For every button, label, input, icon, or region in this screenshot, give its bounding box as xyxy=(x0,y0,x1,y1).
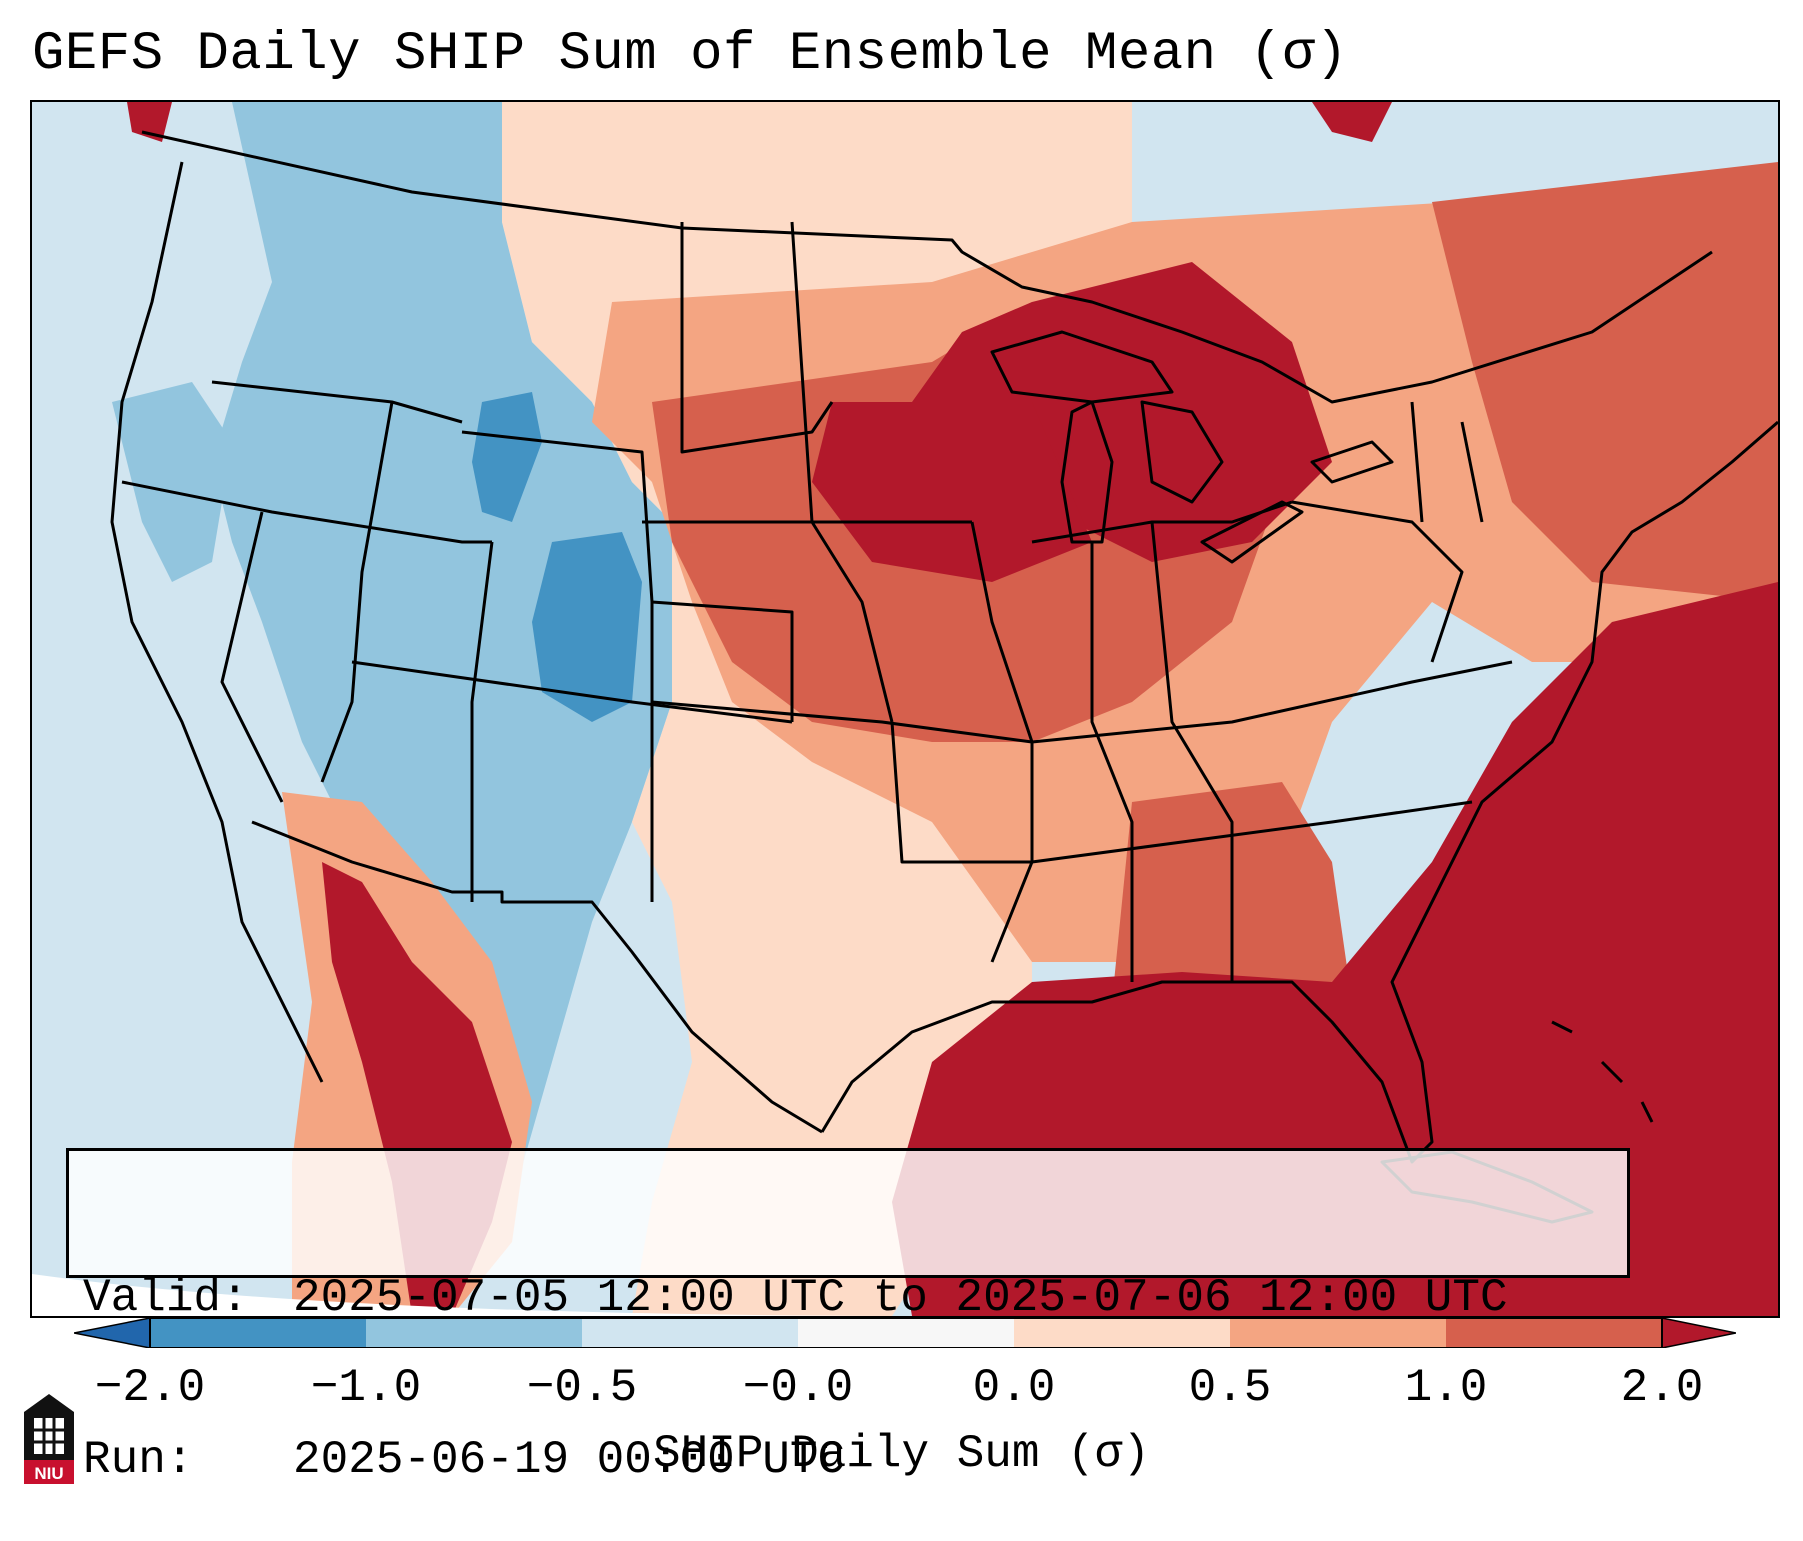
boundaries xyxy=(110,130,1778,1224)
valid-value: 2025-07-05 12:00 UTC to 2025-07-06 12:00… xyxy=(293,1272,1508,1324)
colorbar-bin-3 xyxy=(582,1318,798,1348)
wyoming-strong-negative xyxy=(472,392,542,522)
tick-label: 1.0 xyxy=(1404,1362,1488,1414)
lake-huron xyxy=(1140,400,1224,504)
tick-label: −0.5 xyxy=(526,1362,638,1414)
lake-ontario xyxy=(1310,440,1394,484)
colorbar-bin-4 xyxy=(798,1318,1014,1348)
hudson-max xyxy=(1312,102,1392,142)
valid-line: Valid: 2025-07-05 12:00 UTC to 2025-07-06… xyxy=(83,1271,1613,1325)
chart-title: GEFS Daily SHIP Sum of Ensemble Mean (σ) xyxy=(32,24,1349,85)
colorbar-bin-1 xyxy=(150,1318,366,1348)
run-line: Run: 2025-06-19 00:00 UTC xyxy=(83,1433,1613,1487)
rockies-negative-region xyxy=(212,102,672,1316)
lake-michigan xyxy=(1060,400,1114,544)
gulf-coast xyxy=(820,420,1778,1164)
colorbar-bin-6 xyxy=(1230,1318,1446,1348)
run-label: Run: xyxy=(83,1434,194,1486)
anomaly-map xyxy=(32,102,1778,1316)
lake-superior xyxy=(990,330,1174,404)
colorbar-bin-7 xyxy=(1446,1318,1662,1348)
gulf-atlantic-max xyxy=(892,582,1778,1316)
colorbar-ticks: −2.0 −1.0 −0.5 −0.0 0.0 0.5 1.0 2.0 xyxy=(0,1362,1803,1422)
west-coast xyxy=(110,161,324,1083)
valid-label: Valid: xyxy=(83,1272,249,1324)
validity-info-box: Valid: 2025-07-05 12:00 UTC to 2025-07-06… xyxy=(66,1148,1630,1486)
tick-label: −0.0 xyxy=(742,1362,854,1414)
run-value: 2025-06-19 00:00 UTC xyxy=(293,1434,846,1486)
iowa-max xyxy=(812,402,1092,582)
colorbar-label: SHIP Daily Sum (σ) xyxy=(653,1428,1150,1480)
lake-erie xyxy=(1200,500,1304,564)
colorbar-extend-high xyxy=(1661,1318,1736,1348)
off-domain-area xyxy=(32,1274,932,1316)
tick-label: 0.5 xyxy=(1188,1362,1272,1414)
tick-label: −1.0 xyxy=(310,1362,422,1414)
map-panel[interactable] xyxy=(30,100,1780,1318)
colorbar-bin-2 xyxy=(366,1318,582,1348)
niu-logo-icon: NIU xyxy=(24,1394,74,1484)
nw-corner-max xyxy=(127,102,172,142)
tick-label: −2.0 xyxy=(94,1362,206,1414)
pacific-nw-negative xyxy=(112,382,232,582)
tick-label: 2.0 xyxy=(1620,1362,1704,1414)
colorbar xyxy=(74,1318,1736,1348)
canada-border xyxy=(141,130,1713,404)
northeast-strong xyxy=(1432,162,1778,602)
bahamas xyxy=(1551,1020,1654,1123)
colorbar-bin-5 xyxy=(1014,1318,1230,1348)
colorado-strong-negative xyxy=(532,532,642,722)
mexico-border xyxy=(251,820,823,1134)
tick-label: 0.0 xyxy=(972,1362,1056,1414)
logo-text: NIU xyxy=(34,1464,63,1483)
colorbar-extend-low xyxy=(74,1318,151,1348)
